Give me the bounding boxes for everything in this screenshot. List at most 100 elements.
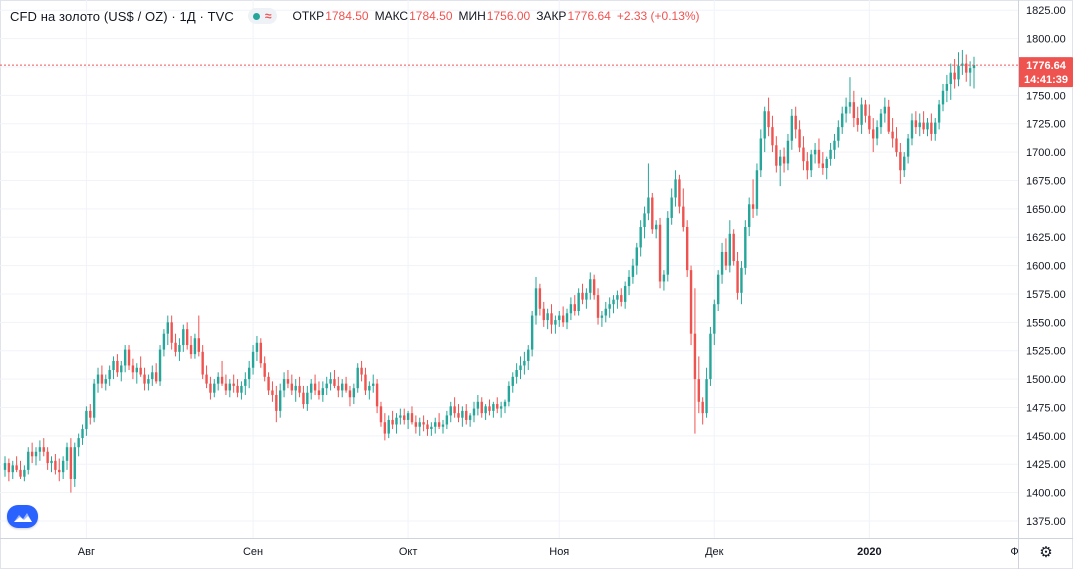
price-tick-label: 1625.00: [1026, 232, 1066, 244]
candle-body: [232, 383, 235, 386]
candle-body: [224, 383, 228, 391]
price-tick-label: 1525.00: [1026, 346, 1066, 358]
tradingview-logo-icon[interactable]: [7, 505, 38, 528]
time-tick-label: Авг: [78, 546, 95, 558]
candle-body: [325, 383, 328, 389]
candle-body: [596, 295, 600, 318]
candle-body: [11, 465, 14, 473]
candle-body: [771, 127, 774, 146]
candle-body: [775, 145, 778, 166]
candle-body: [523, 360, 526, 366]
last-price-tag: 1776.64 14:41:39: [1018, 57, 1073, 88]
candle-body: [209, 383, 212, 393]
price-tick-label: 1550.00: [1026, 317, 1066, 329]
candle-body: [259, 342, 263, 364]
candle-body: [914, 120, 918, 128]
candle-body: [383, 422, 387, 434]
candle-body: [705, 379, 708, 414]
candle-body: [604, 308, 607, 316]
horizontal-gridlines: [0, 9, 1018, 522]
candle-body: [937, 104, 941, 123]
candle-body: [472, 408, 476, 416]
price-chart-plot[interactable]: [0, 0, 1018, 538]
candle-body: [391, 419, 394, 425]
close-label: ЗАКР: [536, 9, 567, 23]
candle-body: [934, 122, 937, 134]
candle-body: [290, 383, 294, 391]
candle-body: [620, 295, 623, 302]
candle-body: [96, 374, 100, 384]
candle-body: [480, 401, 483, 414]
candle-body: [201, 351, 204, 375]
price-tick-label: 1475.00: [1026, 402, 1066, 414]
candle-body: [899, 152, 902, 171]
candle-body: [589, 279, 592, 293]
candle-body: [751, 204, 755, 209]
candle-body: [251, 351, 255, 368]
candle-body: [864, 104, 867, 116]
candle-body: [492, 404, 495, 411]
candle-body: [321, 388, 325, 395]
logo-mountain-icon: [13, 512, 32, 522]
candle-body: [860, 104, 863, 125]
candle-body: [360, 367, 363, 375]
candle-body: [906, 138, 910, 157]
candle-body: [875, 127, 879, 139]
candle-body: [73, 447, 76, 479]
candle-body: [166, 322, 169, 334]
candle-body: [573, 304, 576, 311]
candle-body: [728, 233, 732, 266]
candle-body: [81, 429, 84, 439]
price-tick-label: 1500.00: [1026, 374, 1066, 386]
bar-countdown: 14:41:39: [1024, 74, 1068, 86]
candle-body: [197, 338, 201, 352]
candle-body: [565, 313, 569, 323]
candle-body: [872, 129, 875, 139]
price-axis[interactable]: 1375.00 1400.00 1425.00 1450.00 1475.00 1500.…: [1018, 0, 1073, 538]
price-tick-label: 1825.00: [1026, 5, 1066, 17]
dot-icon: [252, 12, 260, 20]
candle-body: [689, 270, 693, 334]
candle-body: [837, 127, 840, 141]
candle-body: [445, 415, 449, 425]
candle-body: [306, 392, 309, 405]
candle-body: [220, 376, 224, 384]
indicator-toggle[interactable]: ≈: [247, 8, 277, 24]
candle-body: [693, 333, 697, 380]
candle-body: [434, 422, 437, 427]
price-tick-label: 1375.00: [1026, 516, 1066, 528]
symbol-title[interactable]: CFD на золото (US$ / OZ) · 1Д · TVC: [10, 8, 234, 24]
candle-body: [825, 158, 828, 168]
low-value: 1756.00: [486, 9, 531, 23]
candle-body: [422, 422, 425, 425]
candle-body: [724, 251, 728, 266]
candle-body: [298, 385, 301, 393]
candle-body: [542, 308, 545, 321]
candle-body: [178, 345, 181, 352]
candle-body: [511, 376, 514, 386]
candle-body: [895, 138, 898, 153]
candle-body: [488, 406, 491, 411]
candle-body: [247, 367, 251, 380]
candle-body: [658, 224, 662, 282]
gear-icon[interactable]: ⚙: [1039, 544, 1053, 561]
candle-body: [236, 385, 239, 393]
candle-body: [34, 451, 38, 457]
price-tick-label: 1750.00: [1026, 90, 1066, 102]
candle-body: [720, 251, 724, 275]
candle-body: [949, 72, 952, 84]
candle-body: [918, 122, 921, 128]
price-tick-label: 1675.00: [1026, 175, 1066, 187]
candle-body: [732, 233, 735, 262]
chart-legend[interactable]: CFD на золото (US$ / OZ) · 1Д · TVC ≈ ОТ…: [10, 8, 700, 24]
candle-body: [868, 115, 871, 130]
candle-body: [701, 401, 704, 414]
candle-body: [585, 292, 588, 300]
candle-body: [806, 161, 809, 171]
change-value: +2.33 (+0.13%): [616, 9, 700, 23]
time-axis[interactable]: АвгСенОктНояДек2020ФевМарАпрМайИюнИюл: [0, 539, 1018, 569]
price-axis-border: [1018, 0, 1019, 569]
candle-body: [255, 342, 259, 352]
candle-body: [313, 383, 317, 391]
candle-body: [635, 247, 638, 266]
